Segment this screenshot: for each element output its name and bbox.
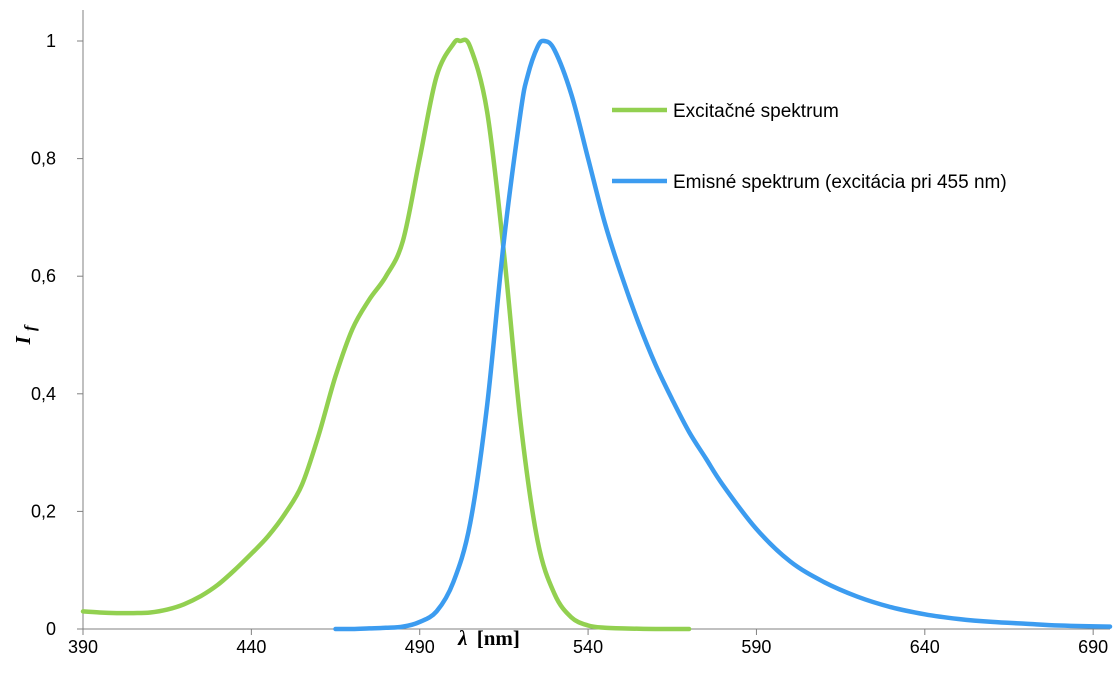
series-line-excitation (80, 37, 692, 632)
tick-group: 390 440 490 540 590 640 690 0 0,2 0,4 0,6 0,8 1 (31, 31, 1108, 657)
x-tick-label: 440 (236, 637, 266, 657)
x-tick-label: 640 (910, 637, 940, 657)
legend: Excitačné spektrum Emisné spektrum (exci… (612, 101, 1007, 193)
legend-label-excitation: Excitačné spektrum (673, 101, 839, 122)
x-tick-label: 390 (68, 637, 98, 657)
x-tick-label: 540 (573, 637, 603, 657)
y-tick-label: 0,4 (31, 384, 56, 404)
y-axis-title-main: I (11, 335, 35, 345)
x-tick-label: 690 (1078, 637, 1108, 657)
x-tick-label: 490 (405, 637, 435, 657)
y-tick-label: 1 (46, 31, 56, 51)
x-axis-title-unit: [nm] (477, 626, 520, 650)
series-lines (80, 37, 1113, 632)
y-tick-label: 0,8 (31, 149, 56, 169)
legend-label-emission: Emisné spektrum (excitácia pri 455 nm) (673, 172, 1007, 193)
y-tick-label: 0,6 (31, 266, 56, 286)
x-tick-label: 590 (741, 637, 771, 657)
x-axis-title: λ [nm] (457, 626, 520, 650)
y-axis-title: I f (11, 324, 39, 345)
series-line-emission (333, 38, 1113, 632)
y-axis-title-sub: f (22, 324, 39, 331)
y-tick-label: 0,2 (31, 501, 56, 521)
y-tick-label: 0 (46, 619, 56, 639)
x-axis-title-symbol: λ (457, 626, 467, 650)
